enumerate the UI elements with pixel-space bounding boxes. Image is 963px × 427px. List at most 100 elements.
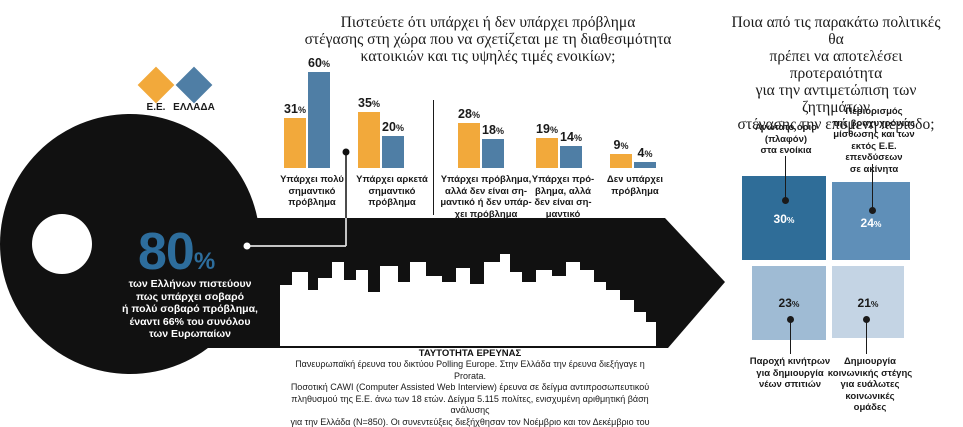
policy-tile-3: 23%	[752, 266, 826, 340]
policy-2-label-line-2: της βραχυχρόνιας	[833, 117, 915, 129]
legend-eu-label: Ε.Ε.	[146, 102, 166, 113]
policy-1-value: 30	[773, 212, 787, 226]
category-label-5: Δεν υπάρχει πρόβλημα	[600, 174, 670, 197]
bar-greece-3	[482, 139, 504, 168]
policy-3-value: 23	[778, 296, 792, 310]
policy-1-connector	[785, 156, 786, 200]
methodology-line-4: για την Ελλάδα (Ν=850). Οι συνεντεύξεις …	[290, 416, 650, 427]
policy-1-label: Ανώτατο όριο (πλαφόν) στα ενοίκια	[745, 122, 827, 157]
right-title-line-2: πρέπει να αποτελέσει προτεραιότητα	[769, 48, 903, 82]
policy-4-value: 21	[857, 296, 871, 310]
highlight-line-1: των Ελλήνων πιστεύουν	[128, 278, 252, 290]
bar-group-separator	[433, 100, 434, 215]
policy-2-value: 24	[860, 216, 874, 230]
city-skyline	[280, 254, 656, 346]
bar-greece-4	[560, 145, 582, 168]
policy-1-label-line-1: Ανώτατο όριο	[755, 122, 817, 133]
category-label-2-line-1: Υπάρχει αρκετά	[356, 174, 428, 185]
category-label-1-line-1: Υπάρχει πολύ	[280, 174, 344, 185]
policy-tile-2: 24%	[832, 182, 910, 260]
policy-2-unit: %	[873, 219, 882, 229]
category-label-3-line-1: Υπάρχει πρόβλημα,	[440, 174, 532, 185]
policy-2-label-line-3: μίσθωσης και των	[833, 129, 915, 140]
policy-3-label: Παροχή κινήτρων για δημιουργία νέων σπιτ…	[748, 356, 832, 391]
category-label-4-line-2: βλημα, αλλά	[535, 185, 591, 197]
bar-label-eu-1: 31%	[284, 102, 306, 117]
right-title-line-1: Ποια από τις παρακάτω πολιτικές θα	[731, 14, 941, 48]
key-head	[0, 114, 260, 374]
bar-label-eu-4: 19%	[536, 121, 558, 136]
category-label-2: Υπάρχει αρκετά σημαντικό πρόβλημα	[350, 174, 434, 209]
policy-3-unit: %	[791, 299, 800, 309]
policy-1-label-line-2: (πλαφόν)	[764, 133, 808, 145]
policy-2-label: Περιορισμός της βραχυχρόνιας μίσθωσης κα…	[822, 106, 926, 175]
category-label-1-line-3: πρόβλημα	[288, 197, 336, 208]
policy-2-label-line-5: σε ακίνητα	[849, 163, 899, 175]
category-label-4-line-3: δεν είναι ση-	[534, 197, 592, 208]
category-label-1: Υπάρχει πολύ σημαντικό πρόβλημα	[270, 174, 354, 209]
methodology-line-3: πληθυσμού της Ε.Ε. άνω των 18 ετών. Δείγ…	[291, 393, 649, 416]
policy-tile-4: 21%	[832, 266, 904, 338]
bar-label-greece-5: 4%	[637, 145, 653, 160]
policy-2-connector	[872, 164, 873, 210]
policy-tile-1-value: 30%	[764, 212, 804, 226]
policy-4-label-line-2: κοινωνικής στέγης	[827, 367, 913, 379]
category-label-2-line-2: σημαντικό	[368, 185, 416, 197]
right-title-line-4: στέγασης την επόμενη περίοδο;	[737, 116, 935, 133]
highlight-number: 80%	[138, 222, 215, 282]
bar-eu-4	[536, 137, 558, 168]
category-label-3-line-4: χει πρόβλημα	[454, 208, 518, 220]
policy-4-unit: %	[870, 299, 879, 309]
callout-dot-bar	[342, 148, 350, 156]
bar-eu-5	[610, 153, 632, 168]
left-title-line-3: κατοικιών και τις υψηλές τιμές ενοικίων;	[360, 48, 616, 65]
policy-4-dot	[863, 316, 870, 323]
policy-4-label-line-1: Δημιουργία	[843, 356, 897, 367]
key-hole	[32, 214, 92, 274]
category-label-3-line-3: μαντικό ή δεν υπάρ-	[440, 197, 532, 208]
left-title-line-2: στέγασης στη χώρα που να σχετίζεται με τ…	[304, 31, 672, 48]
policy-4-label: Δημιουργία κοινωνικής στέγης για ευάλωτε…	[822, 356, 918, 414]
highlight-number-value: 80	[138, 223, 195, 281]
bar-greece-5	[634, 161, 656, 168]
bar-label-greece-3: 18%	[482, 123, 504, 138]
methodology-line-2: Ποσοτική CAWI (Computer Assisted Web Int…	[290, 382, 650, 392]
highlight-line-5: των Ευρωπαίων	[148, 328, 232, 340]
policy-2-dot	[869, 207, 876, 214]
highlight-text: των Ελλήνων πιστεύουν πως υπάρχει σοβαρό…	[110, 278, 270, 341]
bar-label-greece-4: 14%	[560, 129, 582, 144]
policy-3-label-line-2: για δημιουργία	[756, 367, 824, 379]
methodology-title: ΤΑΥΤΟΤΗΤΑ ΕΡΕΥΝΑΣ	[418, 348, 522, 359]
bar-eu-3	[458, 123, 480, 168]
policy-2-label-line-1: Περιορισμός	[845, 106, 903, 117]
policy-tile-4-value: 21%	[848, 296, 888, 310]
category-label-1-line-2: σημαντικό	[288, 185, 336, 197]
category-label-5-line-2: πρόβλημα	[611, 185, 659, 197]
bar-greece-2	[382, 136, 404, 168]
policy-4-label-line-4: κοινωνικές	[845, 390, 895, 402]
highlight-line-3: ή πολύ σοβαρό πρόβλημα,	[122, 303, 258, 315]
legend-greece-label: ΕΛΛΑΔΑ	[173, 102, 215, 113]
methodology-body: Πανευρωπαϊκή έρευνα του δικτύου Polling …	[280, 359, 660, 427]
category-label-5-line-1: Δεν υπάρχει	[606, 174, 664, 185]
highlight-line-4: έναντι 66% του συνόλου	[129, 315, 251, 328]
category-label-3-line-2: αλλά δεν είναι ση-	[445, 185, 527, 197]
bar-label-greece-2: 20%	[382, 120, 404, 134]
left-title-line-1: Πιστεύετε ότι υπάρχει ή δεν υπάρχει πρόβ…	[340, 14, 636, 31]
category-label-4-line-1: Υπάρχει πρό-	[531, 174, 595, 185]
policy-1-unit: %	[786, 215, 795, 225]
bar-label-eu-2: 35%	[358, 96, 380, 110]
callout-dot-80	[243, 242, 251, 250]
policy-3-dot	[787, 316, 794, 323]
right-title-line-3: για την αντιμετώπιση των ζητημάτων	[755, 82, 917, 116]
right-chart-title: Ποια από τις παρακάτω πολιτικές θα πρέπε…	[722, 14, 950, 133]
bar-greece-1	[308, 72, 330, 168]
policy-4-connector	[866, 318, 867, 354]
left-chart-title: Πιστεύετε ότι υπάρχει ή δεν υπάρχει πρόβ…	[282, 14, 694, 65]
highlight-line-2: πως υπάρχει σοβαρό	[135, 290, 245, 303]
policy-3-connector	[790, 318, 791, 354]
policy-tile-3-value: 23%	[769, 296, 809, 310]
bar-label-eu-5: 9%	[613, 137, 629, 152]
category-label-4: Υπάρχει πρό- βλημα, αλλά δεν είναι ση- μ…	[527, 174, 599, 220]
